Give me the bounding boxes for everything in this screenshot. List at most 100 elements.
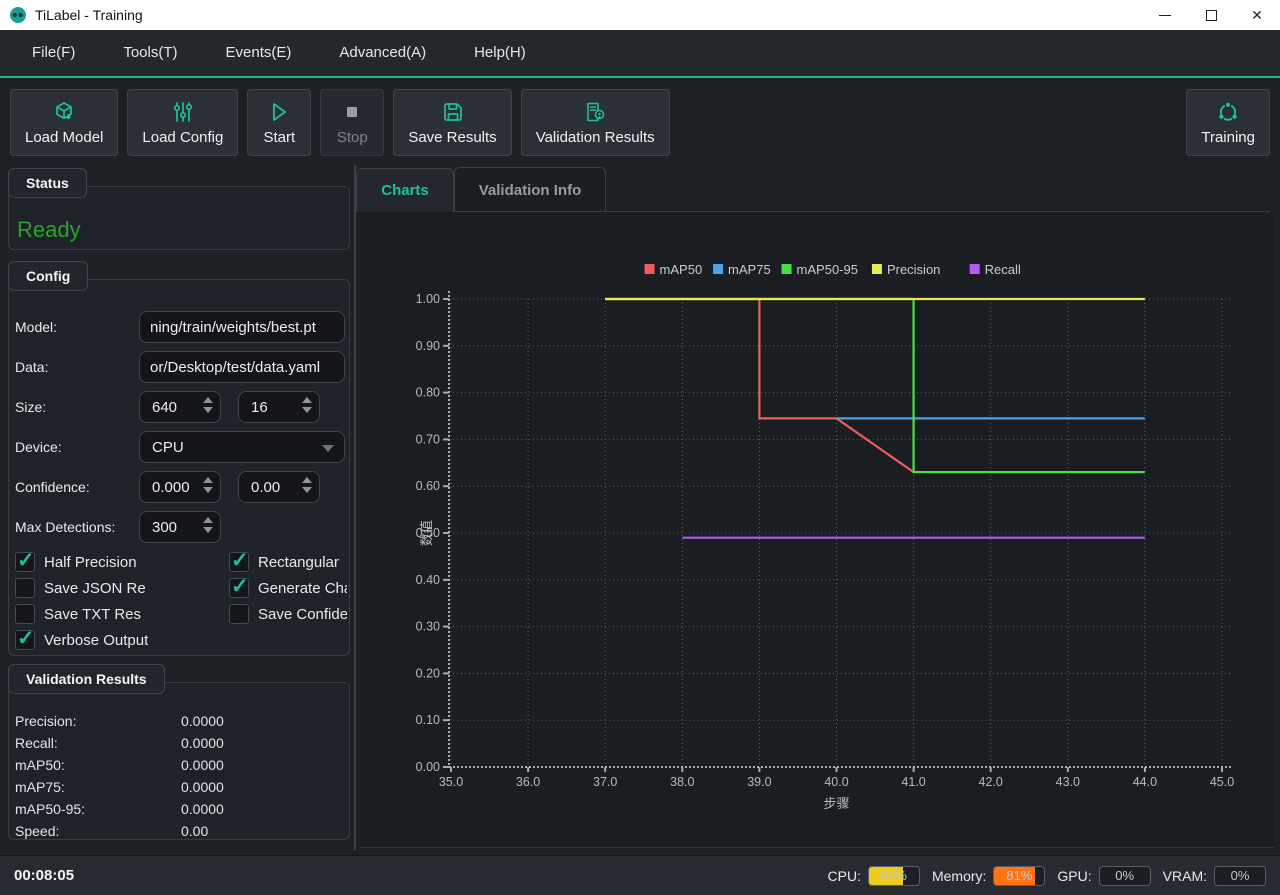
tab-strip-line [356,211,1270,212]
checkbox-rectangular[interactable]: Rectangular [229,548,347,573]
menu-tools[interactable]: Tools(T) [123,44,178,61]
map50-value: 0.0000 [181,757,224,773]
device-value: CPU [152,438,184,456]
toolbar-button-label: Training [1201,128,1255,146]
image-size-spinner[interactable]: 640 [139,391,221,423]
window-controls: ✕ [1142,0,1280,30]
checkbox-save-confidence[interactable]: Save Confide [229,603,347,625]
svg-text:0.70: 0.70 [416,432,440,446]
confidence-spinner[interactable]: 0.000 [139,471,221,503]
iou-spinner[interactable]: 0.00 [238,471,320,503]
svg-text:mAP75: mAP75 [728,262,771,277]
max-detections-spinner[interactable]: 300 [139,511,221,543]
confidence-value: 0.000 [152,478,190,496]
menu-events[interactable]: Events(E) [225,44,292,61]
svg-text:Recall: Recall [985,262,1021,277]
spinner-arrows-icon[interactable] [203,397,213,413]
iou-value: 0.00 [251,478,281,496]
toolbar-button-label: Stop [336,128,368,146]
batch-size-value: 16 [251,398,268,416]
save-results-button[interactable]: Save Results [393,89,512,156]
cycle-icon [1216,100,1240,124]
checkbox-half-precision[interactable]: Half Precision [15,548,217,573]
vram-percent: 0% [1230,868,1250,883]
status-group-title: Status [8,168,87,198]
spinner-arrows-icon[interactable] [203,517,213,533]
close-button[interactable]: ✕ [1251,6,1263,23]
precision-label: Precision: [15,713,77,729]
checkbox-box[interactable] [229,574,249,599]
model-input[interactable]: ning/train/weights/best.pt [139,311,345,343]
checkbox-generate-charts[interactable]: Generate Cha [229,574,347,599]
cube-download-icon [52,100,76,124]
spinner-arrows-icon[interactable] [203,477,213,493]
training-mode-button[interactable]: Training [1186,89,1270,156]
max-detections-value: 300 [152,518,178,536]
chart-panel [360,212,1274,848]
maximize-button[interactable] [1188,0,1234,30]
batch-size-spinner[interactable]: 16 [238,391,320,423]
gpu-percent: 0% [1115,868,1135,883]
minimize-button[interactable] [1142,0,1188,30]
start-button[interactable]: Start [247,89,312,156]
checkbox-box[interactable] [15,548,35,573]
menu-help[interactable]: Help(H) [474,44,526,61]
vram-label: VRAM: [1162,867,1207,884]
device-select[interactable]: CPU [139,431,345,463]
checkbox-label: Verbose Output [44,631,149,649]
checkbox-label: Rectangular [258,553,339,571]
training-metrics-chart: 35.0 36.0 37.0 38.0 39.0 40.0 41.0 42.0 43.0 44.0… [416,262,1235,811]
tab-validation-info[interactable]: Validation Info [454,167,606,212]
panel-divider[interactable] [354,165,356,850]
validation-group-box: Precision: 0.0000 Recall: 0.0000 mAP50: 0.0… [8,682,350,840]
svg-text:0.00: 0.00 [416,760,440,774]
data-input[interactable]: or/Desktop/test/data.yaml [139,351,345,383]
data-value: or/Desktop/test/data.yaml [150,358,321,376]
validation-results-button[interactable]: Validation Results [520,89,670,156]
resource-meters: CPU: 69% Memory: 81% GPU: 0% VRAM: 0% [828,865,1266,886]
speed-value: 0.00 [181,823,209,839]
app-logo-icon [10,7,26,23]
recall-value: 0.0000 [181,735,224,751]
menu-advanced[interactable]: Advanced(A) [339,44,427,61]
size-label: Size: [15,399,47,415]
load-model-button[interactable]: Load Model [10,89,119,156]
stop-button[interactable]: Stop [320,89,385,156]
elapsed-timer: 00:08:05 [14,867,75,884]
svg-text:39.0: 39.0 [747,775,771,789]
toolbar-button-label: Save Results [408,128,497,146]
cpu-progressbar: 69% [867,865,920,886]
menu-file[interactable]: File(F) [32,44,76,61]
vram-meter: VRAM: 0% [1162,865,1266,886]
memory-percent: 81% [1006,868,1033,883]
tab-charts[interactable]: Charts [356,168,454,212]
checkbox-box[interactable] [229,604,249,624]
device-label: Device: [15,439,62,455]
checkbox-box[interactable] [15,578,35,598]
checkbox-box[interactable] [229,548,249,573]
svg-text:38.0: 38.0 [670,775,694,789]
map50-95-value: 0.0000 [181,801,224,817]
checkbox-save-json[interactable]: Save JSON Re [15,577,217,599]
document-pin-icon [583,100,607,124]
load-config-button[interactable]: Load Config [127,89,239,156]
checkbox-label: Save TXT Res [44,605,141,623]
checkbox-save-txt[interactable]: Save TXT Res [15,603,217,625]
validation-group-title: Validation Results [8,664,165,694]
svg-text:0.40: 0.40 [416,573,440,587]
vram-progressbar: 0% [1214,865,1266,886]
svg-text:0.10: 0.10 [416,713,440,727]
config-group-box: Model: ning/train/weights/best.pt Data: … [8,279,350,656]
spinner-arrows-icon[interactable] [302,477,312,493]
gpu-label: GPU: [1057,867,1092,884]
checkbox-verbose-output[interactable]: Verbose Output [15,626,217,651]
toolbar: Load Model Load Config Start Stop [0,80,1280,165]
checkbox-box[interactable] [15,604,35,624]
confidence-label: Confidence: [15,479,90,495]
save-icon [441,100,465,124]
svg-text:37.0: 37.0 [593,775,617,789]
cpu-meter: CPU: 69% [828,865,920,886]
checkbox-box[interactable] [15,626,35,651]
spinner-arrows-icon[interactable] [302,397,312,413]
data-label: Data: [15,359,49,375]
